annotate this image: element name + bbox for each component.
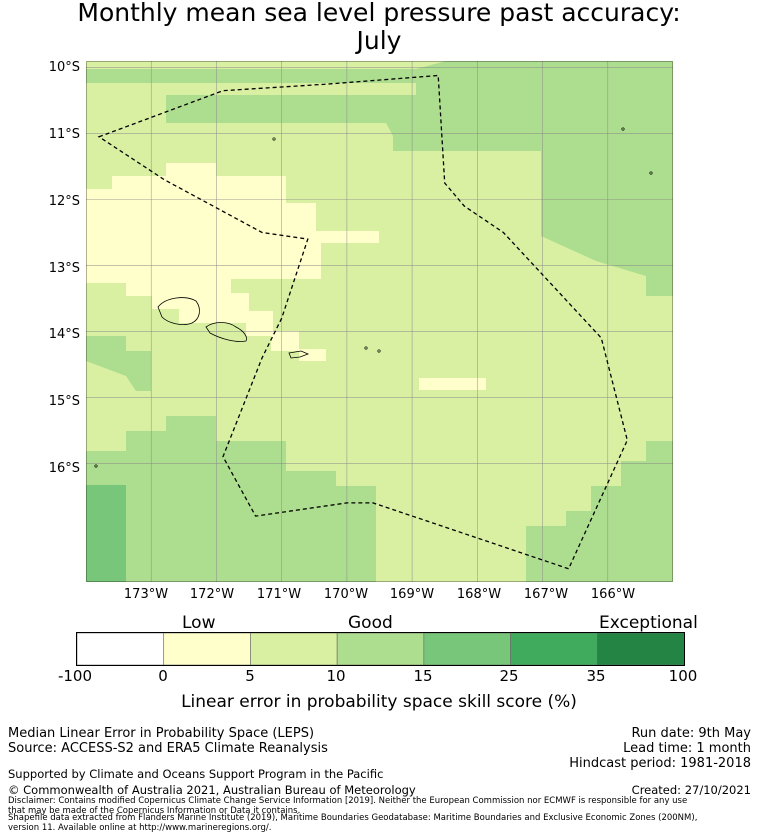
skill-patch-10-15 — [526, 441, 673, 582]
small-island — [94, 464, 98, 468]
colorbar-segment — [163, 632, 251, 666]
lon-label: 166°W — [590, 587, 636, 602]
skill-map — [86, 61, 673, 582]
hindcast-text: Hindcast period: 1981-2018 — [569, 756, 751, 771]
method-text: Median Linear Error in Probability Space… — [8, 726, 315, 741]
colorbar-tick: 25 — [499, 667, 519, 685]
created-text: Created: 27/10/2021 — [631, 783, 751, 797]
lat-label: 12°S — [48, 194, 80, 209]
colorbar-tick: 35 — [586, 667, 606, 685]
colorbar-category-good: Good — [348, 613, 393, 633]
colorbar-tick: 15 — [413, 667, 433, 685]
small-island — [272, 137, 276, 141]
lat-label: 11°S — [48, 127, 80, 142]
colorbar-segment — [596, 632, 685, 666]
colorbar-segment — [250, 632, 338, 666]
lon-label: 173°W — [123, 587, 169, 602]
lon-label: 167°W — [523, 587, 569, 602]
lat-label: 14°S — [48, 327, 80, 342]
colorbar-tick: 5 — [245, 667, 255, 685]
small-island — [377, 349, 381, 353]
colorbar-tick: -100 — [57, 667, 93, 685]
lat-label: 13°S — [48, 261, 80, 276]
colorbar-segment — [510, 632, 598, 666]
skill-patch-0-5 — [86, 163, 379, 361]
colorbar-tick: 100 — [668, 667, 698, 685]
colorbar-tick: 10 — [326, 667, 346, 685]
skill-patch-0-5 — [419, 378, 486, 390]
colorbar-tick: 0 — [158, 667, 168, 685]
lon-label: 172°W — [189, 587, 235, 602]
skill-patch-15-25 — [86, 485, 126, 582]
lon-label: 169°W — [389, 587, 435, 602]
skill-patch-10-15 — [86, 61, 673, 136]
colorbar-category-low: Low — [182, 613, 216, 633]
eez-boundary — [97, 74, 628, 570]
lat-label: 15°S — [48, 394, 80, 409]
disclaimer-line2: that may be made of the Copernicus Infor… — [8, 806, 301, 816]
skill-patch-10-15 — [86, 336, 151, 391]
disclaimer-line1: Disclaimer: Contains modified Copernicus… — [8, 796, 688, 806]
shapefile-line1: Shapefile data extracted from Flanders M… — [8, 813, 698, 823]
chart-title-line1: Monthly mean sea level pressure past acc… — [77, 0, 681, 27]
island-tutuila — [288, 350, 310, 359]
colorbar-segment — [423, 632, 511, 666]
small-island — [649, 171, 653, 175]
lat-label: 16°S — [48, 461, 80, 476]
skill-patch-10-15 — [393, 136, 673, 296]
colorbar-title: Linear error in probability space skill … — [181, 692, 577, 712]
run-date-text: Run date: 9th May — [631, 726, 751, 741]
skill-patch-10-15 — [86, 416, 376, 582]
lon-label: 171°W — [256, 587, 302, 602]
lead-time-text: Lead time: 1 month — [623, 741, 751, 756]
lon-label: 170°W — [323, 587, 369, 602]
copyright-text: © Commonwealth of Australia 2021, Austra… — [8, 783, 416, 797]
small-island — [364, 346, 368, 350]
map-frame — [86, 61, 673, 582]
island-upolu — [205, 322, 247, 342]
lat-label: 10°S — [48, 60, 80, 75]
colorbar-segment — [76, 632, 165, 666]
shapefile-line2: version 11. Available online at http://w… — [8, 823, 272, 833]
small-island — [621, 127, 625, 131]
chart-title-line2: July — [356, 26, 402, 55]
colorbar-category-exceptional: Exceptional — [599, 613, 698, 633]
support-text: Supported by Climate and Oceans Support … — [8, 767, 384, 781]
lon-label: 168°W — [456, 587, 502, 602]
colorbar — [76, 632, 685, 666]
colorbar-frame — [76, 632, 685, 666]
source-text: Source: ACCESS-S2 and ERA5 Climate Reana… — [8, 741, 328, 756]
island-savaii — [157, 297, 200, 325]
colorbar-segment — [336, 632, 425, 666]
